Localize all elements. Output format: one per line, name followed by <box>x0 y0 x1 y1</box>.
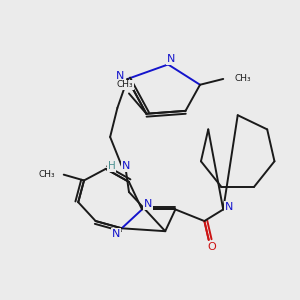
Text: N: N <box>116 71 124 81</box>
Text: N: N <box>122 161 130 171</box>
Text: O: O <box>207 242 216 252</box>
Text: H: H <box>108 161 116 171</box>
Text: N: N <box>167 54 175 64</box>
Text: N: N <box>225 202 233 212</box>
Text: CH₃: CH₃ <box>235 74 251 83</box>
Text: N: N <box>112 229 120 239</box>
Text: CH₃: CH₃ <box>38 170 55 179</box>
Text: CH₃: CH₃ <box>116 80 133 89</box>
Text: N: N <box>144 199 152 208</box>
